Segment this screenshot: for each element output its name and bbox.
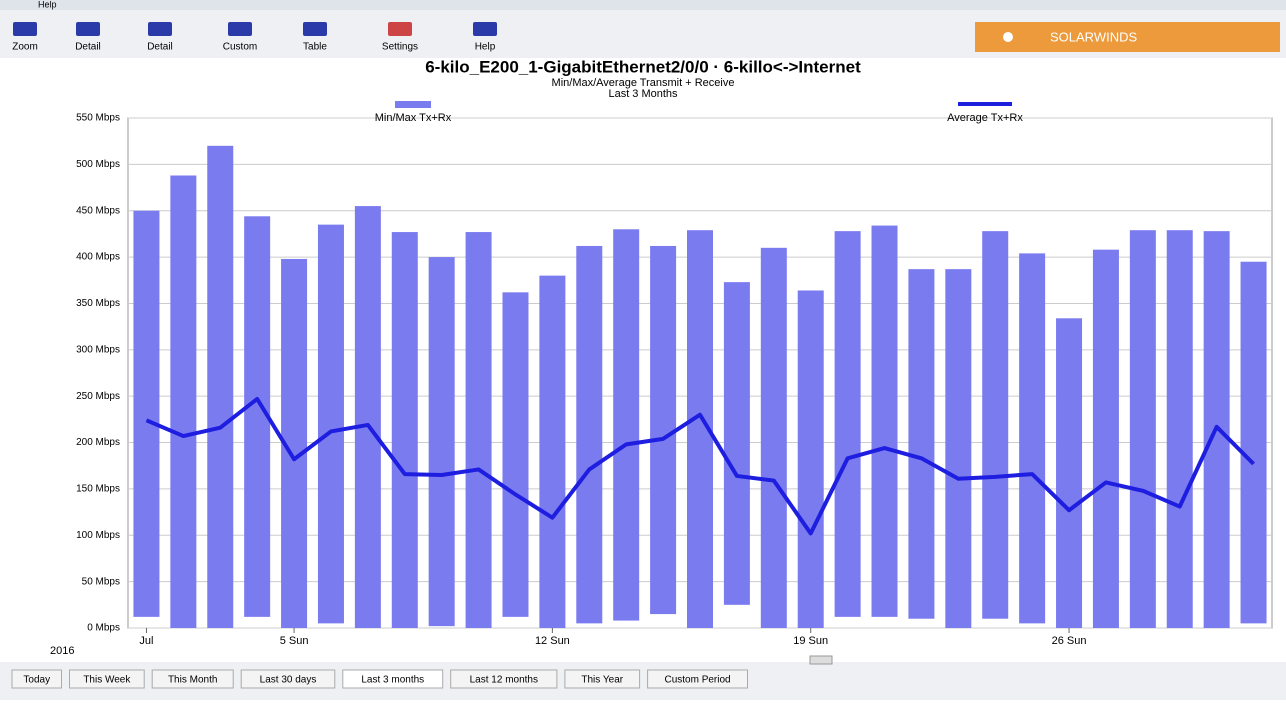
range-bar xyxy=(170,175,197,628)
period-label[interactable]: Last 12 months xyxy=(470,675,538,686)
period-label[interactable]: This Month xyxy=(168,675,217,686)
range-bar xyxy=(576,245,603,624)
range-bar xyxy=(354,206,381,628)
legend-label: Average Tx+Rx xyxy=(947,112,1023,124)
y-tick-label: 250 Mbps xyxy=(76,391,120,402)
toolbar-button[interactable]: Help xyxy=(475,42,496,53)
year-label: 2016 xyxy=(50,645,74,657)
range-bar xyxy=(908,269,935,619)
period-label[interactable]: Last 30 days xyxy=(260,675,317,686)
range-bar xyxy=(1240,261,1267,624)
range-bar xyxy=(207,145,234,628)
y-tick-label: 100 Mbps xyxy=(76,530,120,541)
period-button[interactable] xyxy=(151,669,234,689)
toolbar-button[interactable]: Settings xyxy=(382,42,418,53)
y-tick-label: 50 Mbps xyxy=(82,576,120,587)
range-bar xyxy=(650,245,677,615)
scroll-thumb[interactable] xyxy=(809,655,833,665)
range-bar xyxy=(465,232,492,628)
x-tick-label: Jul xyxy=(139,635,153,647)
menu-bar xyxy=(0,0,1286,10)
average-line xyxy=(145,396,1255,536)
y-tick-label: 500 Mbps xyxy=(76,159,120,170)
y-tick-label: 0 Mbps xyxy=(87,623,120,634)
range-bar xyxy=(539,275,566,628)
brand-icon xyxy=(1003,32,1013,42)
y-tick-label: 400 Mbps xyxy=(76,252,120,263)
range-bar xyxy=(1166,230,1193,628)
toolbar-icon[interactable] xyxy=(13,22,37,36)
toolbar-button[interactable]: Zoom xyxy=(12,42,38,53)
legend-label: Min/Max Tx+Rx xyxy=(375,112,452,124)
range-bar xyxy=(760,247,787,628)
range-bar xyxy=(502,292,529,617)
period-label[interactable]: This Week xyxy=(83,675,131,686)
range-bar xyxy=(1092,249,1119,628)
toolbar-button[interactable]: Custom xyxy=(223,42,257,53)
period-button[interactable] xyxy=(240,669,336,689)
x-tick-label: 19 Sun xyxy=(793,635,828,647)
toolbar-icon[interactable] xyxy=(228,22,252,36)
y-tick-label: 300 Mbps xyxy=(76,344,120,355)
range-bar xyxy=(317,224,344,624)
y-tick-label: 150 Mbps xyxy=(76,484,120,495)
range-bar xyxy=(391,232,418,628)
range-bar xyxy=(797,290,824,628)
range-bar xyxy=(613,229,640,621)
period-label[interactable]: Today xyxy=(23,675,50,686)
y-tick-label: 450 Mbps xyxy=(76,205,120,216)
x-tick-label: 12 Sun xyxy=(535,635,570,647)
menu-item[interactable]: Help xyxy=(38,0,57,9)
chart-period: Last 3 Months xyxy=(608,88,678,100)
range-bar xyxy=(945,269,972,628)
range-bar xyxy=(1019,253,1046,624)
range-bar xyxy=(871,225,898,617)
toolbar-icon[interactable] xyxy=(76,22,100,36)
range-bar xyxy=(1129,230,1156,628)
chart-title: 6-kilo_E200_1-GigabitEthernet2/0/0 · 6-k… xyxy=(425,57,861,76)
period-button[interactable] xyxy=(647,669,748,689)
range-bar xyxy=(428,257,455,627)
period-button[interactable] xyxy=(342,669,444,689)
legend-swatch xyxy=(395,101,431,108)
toolbar-icon[interactable] xyxy=(388,22,412,36)
range-bar xyxy=(982,231,1009,619)
x-tick-label: 5 Sun xyxy=(280,635,309,647)
range-bar xyxy=(1056,318,1083,628)
range-bar xyxy=(133,210,160,617)
y-tick-label: 550 Mbps xyxy=(76,113,120,124)
period-button[interactable] xyxy=(69,669,145,689)
toolbar-icon[interactable] xyxy=(148,22,172,36)
toolbar-button[interactable]: Table xyxy=(303,42,327,53)
toolbar-icon[interactable] xyxy=(473,22,497,36)
period-button[interactable] xyxy=(11,669,62,689)
period-label[interactable]: Custom Period xyxy=(664,675,730,686)
x-tick-label: 26 Sun xyxy=(1052,635,1087,647)
brand: SOLARWINDS xyxy=(1050,29,1137,44)
toolbar-button[interactable]: Detail xyxy=(75,42,101,53)
toolbar-icon[interactable] xyxy=(303,22,327,36)
y-tick-label: 200 Mbps xyxy=(76,437,120,448)
chart-subtitle: Min/Max/Average Transmit + Receive xyxy=(552,77,735,89)
period-button[interactable] xyxy=(564,669,641,689)
period-button[interactable] xyxy=(450,669,558,689)
period-label[interactable]: Last 3 months xyxy=(361,675,424,686)
brand-box xyxy=(975,22,1280,52)
range-bar xyxy=(723,282,750,605)
y-tick-label: 350 Mbps xyxy=(76,298,120,309)
toolbar-button[interactable]: Detail xyxy=(147,42,173,53)
period-label[interactable]: This Year xyxy=(581,675,623,686)
range-bar xyxy=(834,231,861,617)
